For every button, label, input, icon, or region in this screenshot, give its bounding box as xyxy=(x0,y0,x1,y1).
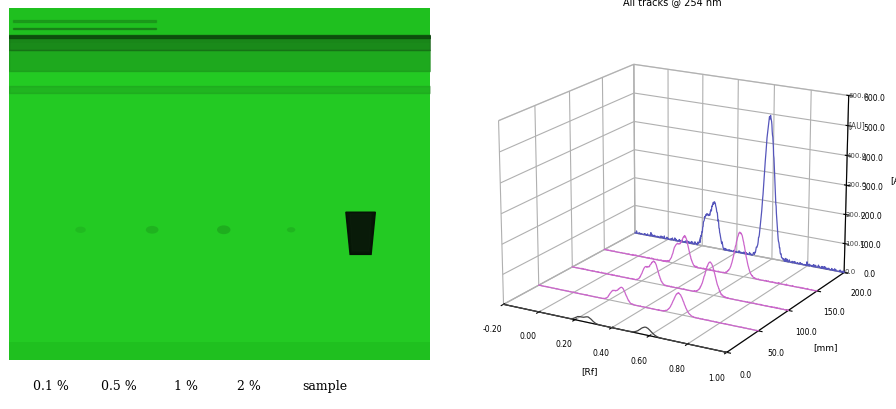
Text: 1 %: 1 % xyxy=(174,380,198,393)
Bar xyxy=(9,43,430,342)
Polygon shape xyxy=(350,214,371,251)
X-axis label: [Rf]: [Rf] xyxy=(582,367,598,376)
Title: All tracks @ 254 nm: All tracks @ 254 nm xyxy=(623,0,721,7)
Ellipse shape xyxy=(287,227,296,232)
Y-axis label: [mm]: [mm] xyxy=(813,343,838,352)
Polygon shape xyxy=(346,212,375,254)
Ellipse shape xyxy=(217,225,230,234)
Text: sample: sample xyxy=(302,380,348,393)
Text: 0.5 %: 0.5 % xyxy=(100,380,136,393)
Ellipse shape xyxy=(146,226,159,234)
Text: 2 %: 2 % xyxy=(237,380,261,393)
Text: 0.1 %: 0.1 % xyxy=(33,380,69,393)
Ellipse shape xyxy=(75,227,86,233)
